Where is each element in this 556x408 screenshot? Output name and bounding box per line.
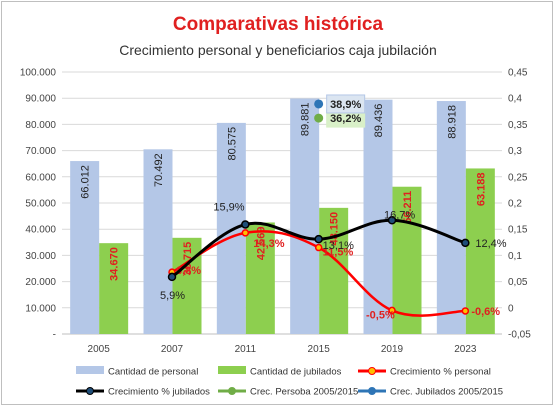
bar-value-label: 66.012 xyxy=(80,165,92,199)
bar xyxy=(465,168,495,334)
bar-value-label: 56.211 xyxy=(402,191,414,224)
line-point xyxy=(461,307,470,315)
y-right-tick-label: 0,45 xyxy=(508,68,528,79)
legend-swatch-marker xyxy=(228,387,236,395)
y-right-tick-label: 0,35 xyxy=(508,120,528,131)
marker-point xyxy=(314,113,324,123)
x-tick-label: 2019 xyxy=(381,344,404,355)
legend-swatch-marker xyxy=(368,367,376,375)
legend-entry-label: Crecimiento % jubilados xyxy=(108,387,210,398)
legend-swatch-marker xyxy=(86,387,94,395)
y-left-tick-label: 80.000 xyxy=(25,120,56,131)
bar xyxy=(70,161,100,334)
line-point xyxy=(388,306,396,315)
y-left-tick-label: 100.000 xyxy=(20,68,57,79)
y-right-tick-label: 0 xyxy=(508,303,514,314)
bar xyxy=(319,207,349,334)
line-point xyxy=(241,220,250,229)
line-value-label: 15,9% xyxy=(213,201,244,213)
bar-value-label: 42.569 xyxy=(255,226,267,260)
bar-value-label: 34.670 xyxy=(109,247,121,281)
point-label-box xyxy=(326,94,366,114)
x-tick-label: 2011 xyxy=(235,344,257,355)
x-tick-label: 2023 xyxy=(454,344,477,355)
bar xyxy=(143,149,173,334)
bar xyxy=(392,186,422,334)
y-left-tick-label: 20.000 xyxy=(25,277,56,288)
legend-entry-label: Crec. Persoba 2005/2015 xyxy=(250,387,358,398)
line-point xyxy=(387,216,397,225)
y-right-tick-label: 0,05 xyxy=(508,277,528,288)
y-right-tick-label: 0,2 xyxy=(508,199,522,210)
line-point xyxy=(167,272,177,282)
legend-entry-label: Crecimiento % personal xyxy=(390,367,491,378)
bar-value-label: 70.492 xyxy=(153,153,165,187)
legend-swatch xyxy=(218,366,246,374)
bar-value-label: 80.575 xyxy=(226,127,238,161)
chart-title: Comparativas histórica xyxy=(172,14,384,35)
chart-subtitle: Crecimiento personal y beneficiarios caj… xyxy=(119,42,437,58)
marker-point xyxy=(314,99,324,109)
y-right-tick-label: 0,15 xyxy=(508,225,528,236)
bar-value-label: 89.881 xyxy=(300,103,312,137)
y-left-tick-label: 90.000 xyxy=(25,94,56,105)
line-point xyxy=(241,229,250,237)
line-value-label: 13,1% xyxy=(323,240,354,252)
line-point xyxy=(461,238,470,248)
bar-value-label: 63.188 xyxy=(475,172,487,206)
y-right-tick-label: 0,25 xyxy=(508,172,528,183)
legend-entry-label: Crec. Jubilados 2005/2015 xyxy=(390,387,503,398)
y-right-tick-label: -0,05 xyxy=(508,330,531,341)
y-left-tick-label: 60.000 xyxy=(25,172,56,183)
x-tick-label: 2007 xyxy=(161,344,184,355)
bar xyxy=(436,101,466,334)
y-left-tick-label: 30.000 xyxy=(25,251,56,262)
legend-swatch xyxy=(76,366,104,374)
bar-value-label: 89.436 xyxy=(373,104,385,138)
x-tick-label: 2015 xyxy=(308,344,331,355)
bar xyxy=(245,222,275,334)
y-right-tick-label: 0,3 xyxy=(508,146,522,157)
line-value-label: 12,4% xyxy=(475,238,506,250)
bar xyxy=(99,243,129,334)
line-value-label: 16,7% xyxy=(384,209,415,221)
y-left-tick-label: - xyxy=(53,330,56,341)
y-left-tick-label: 70.000 xyxy=(25,146,56,157)
legend-swatch-marker xyxy=(368,387,376,395)
x-tick-label: 2005 xyxy=(88,344,111,355)
y-left-tick-label: 40.000 xyxy=(25,225,56,236)
y-left-tick-label: 10.000 xyxy=(25,303,56,314)
line-point xyxy=(314,243,323,252)
line-value-label: 11,5% xyxy=(323,247,354,259)
line-value-label: -0,5% xyxy=(366,309,395,321)
point-label: 36,2% xyxy=(330,113,361,125)
line-point xyxy=(314,234,323,244)
y-right-tick-label: 0,4 xyxy=(508,94,522,105)
bar xyxy=(216,122,246,335)
line-value-label: 14,3% xyxy=(253,238,284,250)
line-value-label: 5,9% xyxy=(160,290,185,302)
y-right-tick-label: 0,1 xyxy=(508,251,522,262)
point-label: 38,9% xyxy=(330,99,361,111)
bar xyxy=(290,98,320,334)
legend-entry-label: Cantidad de personal xyxy=(108,367,198,378)
legend-entry-label: Cantidad de jubilados xyxy=(250,367,342,378)
y-left-tick-label: 50.000 xyxy=(25,199,56,210)
line-value-label: -0,6% xyxy=(471,306,500,318)
bar-value-label: 88.918 xyxy=(446,105,458,139)
